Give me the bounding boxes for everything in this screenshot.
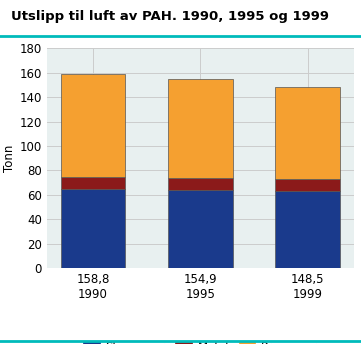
Legend: Stasjonær, Mobil, Prosesser: Stasjonær, Mobil, Prosesser	[78, 336, 322, 344]
Bar	[61, 176, 125, 189]
Bar	[168, 178, 232, 190]
Bar	[275, 179, 340, 191]
Bar	[61, 74, 125, 176]
Bar	[275, 87, 340, 179]
Bar	[168, 190, 232, 268]
Bar	[168, 79, 232, 178]
Bar	[61, 189, 125, 268]
Y-axis label: Tonn: Tonn	[3, 144, 16, 172]
Text: Utslipp til luft av PAH. 1990, 1995 og 1999: Utslipp til luft av PAH. 1990, 1995 og 1…	[11, 10, 329, 23]
Bar	[275, 191, 340, 268]
